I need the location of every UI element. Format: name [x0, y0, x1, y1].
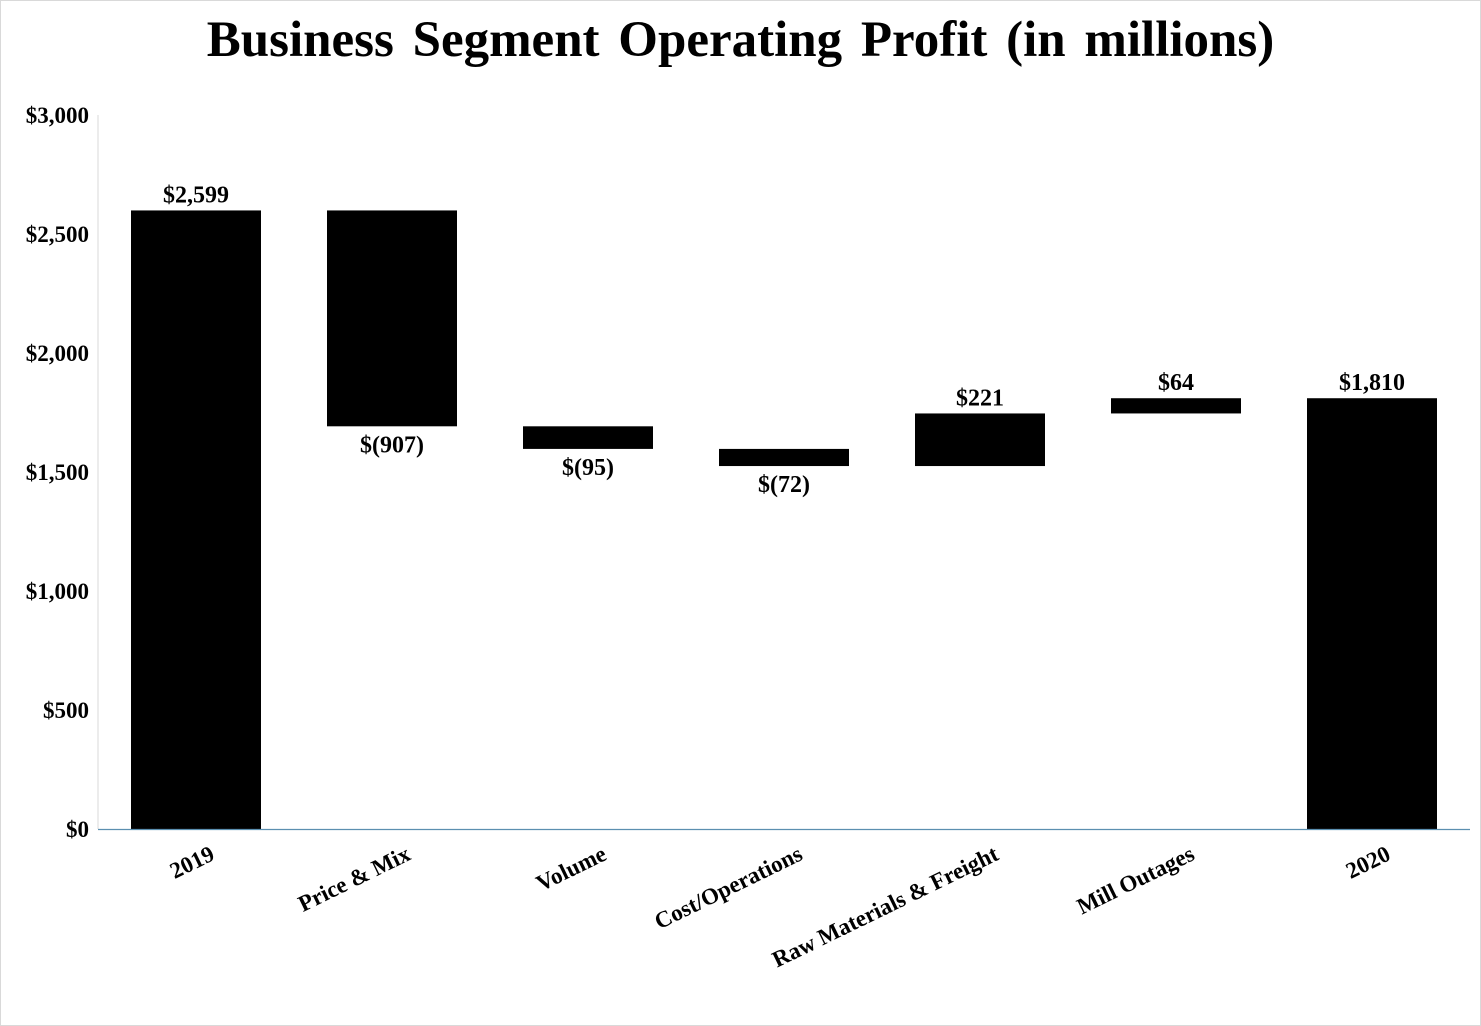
y-tick-label: $2,500	[26, 222, 89, 247]
data-label: $64	[1158, 370, 1194, 396]
y-tick-label: $2,000	[26, 341, 89, 366]
bars: $2,599 $(907) $(95) $(72) $221 $64 $1,810	[131, 182, 1437, 830]
data-label: $2,599	[163, 182, 229, 208]
data-label: $221	[956, 385, 1004, 411]
y-tick-label: $0	[66, 817, 89, 842]
data-label: $1,810	[1339, 370, 1405, 396]
bar-increase	[1111, 398, 1241, 414]
y-tick-label: $3,000	[26, 103, 89, 128]
x-tick-label: Cost/Operations	[651, 841, 807, 934]
x-tick-label: Volume	[532, 841, 610, 896]
data-label: $(72)	[758, 472, 810, 498]
x-tick-label: 2019	[166, 841, 218, 884]
y-tick-label: $1,000	[26, 579, 89, 604]
x-axis: 2019 Price & Mix Volume Cost/OperationsRaw …	[98, 828, 1470, 972]
x-tick-label: Mill Outages	[1073, 841, 1198, 919]
bar-decrease	[719, 448, 849, 467]
bar-total	[1307, 398, 1437, 829]
y-tick-label: $500	[43, 698, 89, 723]
data-label: $(95)	[562, 455, 614, 481]
x-tick-label: Price & Mix	[294, 841, 414, 917]
bar-increase	[915, 413, 1045, 467]
bar-total	[131, 210, 261, 830]
y-axis: $0 $500 $1,000 $1,500 $2,000 $2,500 $3,000	[26, 103, 99, 842]
bar-decrease	[523, 426, 653, 449]
x-tick-label: 2020	[1342, 841, 1394, 884]
data-label: $(907)	[360, 432, 424, 458]
chart-title: Business Segment Operating Profit (in mi…	[206, 12, 1275, 68]
y-tick-label: $1,500	[26, 460, 89, 485]
bar-decrease	[327, 210, 457, 427]
